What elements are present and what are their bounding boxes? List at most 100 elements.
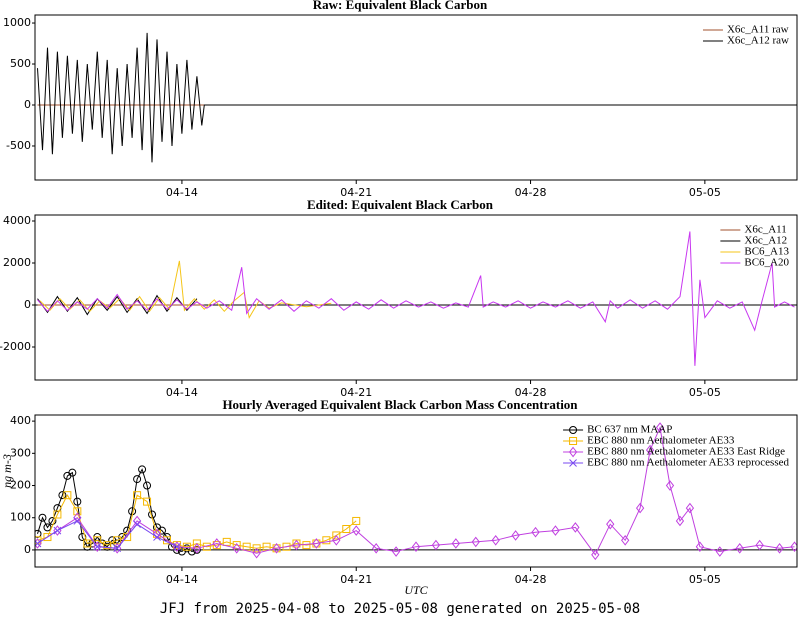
marker bbox=[83, 539, 92, 548]
y-tick-label: 100 bbox=[10, 511, 31, 524]
y-tick-label: 1000 bbox=[3, 16, 31, 29]
marker bbox=[635, 502, 645, 514]
x-tick-label: 05-05 bbox=[689, 386, 721, 399]
marker bbox=[222, 537, 231, 546]
x-tick-label: 05-05 bbox=[689, 573, 721, 586]
marker bbox=[73, 517, 82, 525]
legend-label: X6c_A12 raw bbox=[727, 35, 789, 47]
marker bbox=[133, 491, 142, 500]
marker bbox=[73, 507, 82, 516]
marker bbox=[685, 502, 695, 514]
legend-label: BC 637 nm MAAP bbox=[587, 424, 672, 436]
legend-label: X6c_A11 bbox=[744, 224, 786, 236]
marker bbox=[342, 525, 351, 533]
marker bbox=[695, 541, 705, 553]
marker bbox=[569, 426, 578, 434]
marker bbox=[93, 536, 102, 545]
marker bbox=[232, 543, 241, 554]
marker bbox=[252, 544, 261, 553]
marker bbox=[735, 543, 744, 554]
legend-label: EBC 880 nm Aethalometer AE33 reprocessed bbox=[587, 457, 789, 469]
marker bbox=[262, 542, 271, 551]
y-tick-label: 300 bbox=[10, 446, 31, 459]
marker bbox=[43, 523, 52, 532]
marker bbox=[63, 491, 72, 500]
plot-area bbox=[37, 231, 795, 366]
y-tick-label: 200 bbox=[10, 479, 31, 492]
plot-area bbox=[35, 422, 797, 561]
marker bbox=[153, 533, 161, 541]
marker bbox=[569, 459, 577, 467]
marker bbox=[312, 538, 321, 549]
marker bbox=[282, 542, 291, 551]
y-tick-label: 400 bbox=[10, 414, 31, 427]
marker bbox=[571, 522, 580, 533]
marker bbox=[132, 515, 142, 527]
marker bbox=[192, 543, 201, 554]
marker bbox=[192, 539, 201, 548]
marker bbox=[113, 543, 122, 554]
marker bbox=[242, 542, 251, 551]
marker bbox=[68, 468, 77, 477]
y-tick-label: 0 bbox=[24, 298, 31, 311]
footer: JFJ from 2025-04-08 to 2025-05-08 genera… bbox=[160, 601, 640, 617]
marker bbox=[143, 497, 152, 506]
marker bbox=[272, 543, 281, 554]
marker bbox=[48, 516, 57, 525]
y-tick-label: 2000 bbox=[3, 256, 31, 269]
plot-frame bbox=[34, 214, 798, 381]
marker bbox=[332, 531, 341, 540]
y-tick-label: 0 bbox=[24, 543, 31, 556]
marker bbox=[133, 520, 141, 529]
marker bbox=[302, 541, 311, 550]
panel-title: Edited: Equivalent Black Carbon bbox=[307, 197, 494, 212]
y-tick-label: 500 bbox=[10, 57, 31, 70]
marker bbox=[93, 542, 102, 551]
marker bbox=[133, 475, 142, 484]
x-tick-label: 04-28 bbox=[515, 573, 547, 586]
marker bbox=[568, 446, 578, 458]
x-axis-label: UTC bbox=[404, 583, 428, 597]
marker bbox=[645, 444, 655, 456]
marker bbox=[531, 526, 540, 538]
marker bbox=[391, 546, 401, 557]
marker bbox=[182, 542, 191, 551]
marker bbox=[606, 518, 615, 530]
legend-label: X6c_A12 bbox=[744, 235, 787, 247]
marker bbox=[569, 437, 578, 445]
marker bbox=[113, 544, 122, 553]
legend-label: BC6_A20 bbox=[744, 257, 789, 269]
marker bbox=[43, 533, 52, 542]
marker bbox=[332, 534, 341, 546]
marker bbox=[322, 536, 331, 545]
marker bbox=[152, 528, 162, 540]
x-tick-label: 04-21 bbox=[340, 386, 372, 399]
marker bbox=[491, 534, 500, 546]
series-line bbox=[37, 231, 795, 366]
marker bbox=[38, 513, 47, 522]
marker bbox=[511, 530, 520, 541]
panel-title: Raw: Equivalent Black Carbon bbox=[313, 0, 488, 12]
series-line bbox=[37, 32, 797, 163]
plot-frame bbox=[34, 414, 798, 568]
series-line bbox=[37, 520, 178, 549]
marker bbox=[655, 422, 665, 433]
legend-label: EBC 880 nm Aethalometer AE33 East Ridge bbox=[587, 446, 785, 458]
marker bbox=[665, 480, 675, 491]
marker bbox=[212, 538, 221, 549]
y-tick-label: -2000 bbox=[0, 340, 31, 353]
marker bbox=[431, 539, 441, 551]
x-tick-label: 05-05 bbox=[689, 186, 721, 199]
marker bbox=[58, 491, 67, 500]
marker bbox=[73, 497, 82, 506]
x-tick-label: 04-14 bbox=[166, 186, 198, 199]
marker bbox=[471, 536, 480, 548]
y-tick-label: 0 bbox=[24, 98, 31, 111]
series-line bbox=[37, 468, 198, 553]
x-tick-label: 04-21 bbox=[340, 573, 372, 586]
x-tick-label: 04-28 bbox=[515, 186, 547, 199]
y-tick-label: 4000 bbox=[3, 214, 31, 227]
marker bbox=[621, 534, 630, 546]
marker bbox=[103, 541, 112, 550]
